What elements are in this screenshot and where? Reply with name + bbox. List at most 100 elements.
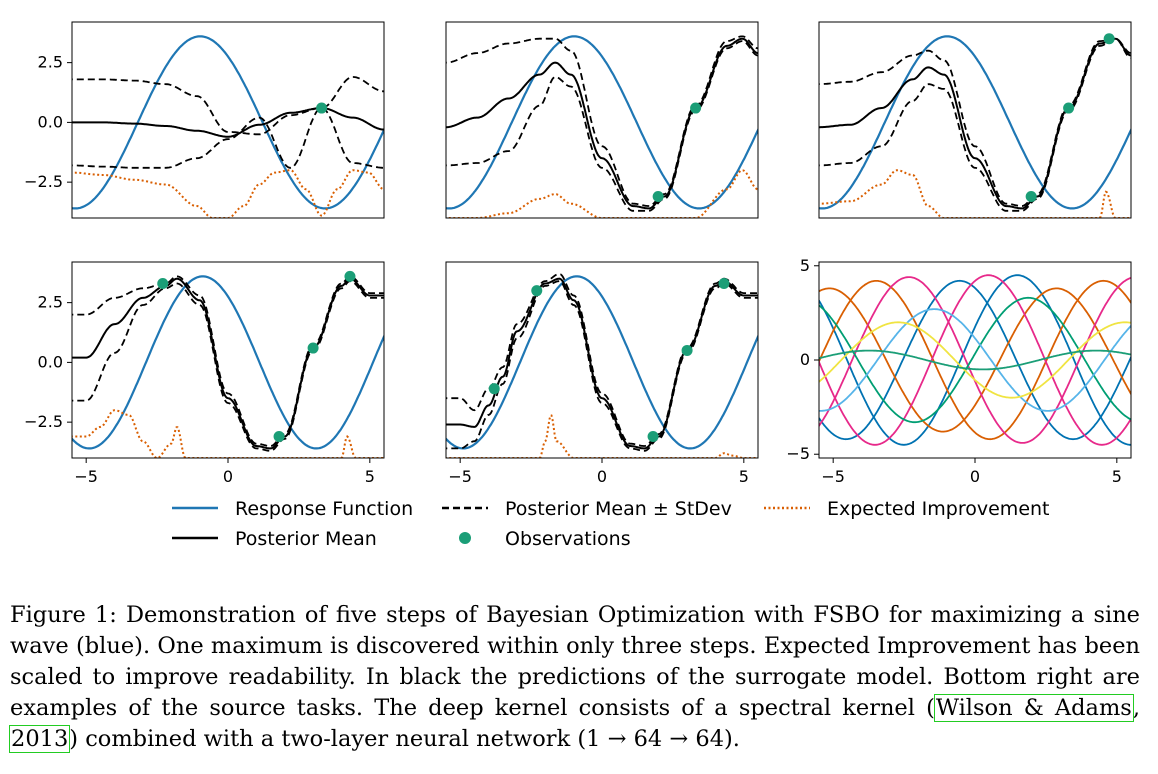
observation-point	[690, 102, 702, 114]
observation-point	[647, 430, 659, 442]
expected-improvement-line	[446, 414, 758, 458]
observation-point	[307, 342, 319, 354]
plot-area	[446, 273, 758, 458]
legend-label: Expected Improvement	[827, 498, 1050, 520]
posterior-stdev-lower-line	[819, 37, 1131, 212]
chart-panel-4: 2.5 0.0 −2.5 −5 0 5	[24, 261, 385, 486]
chart-panel-5: −5 0 5	[445, 261, 759, 486]
y-tick-label: 0.0	[38, 352, 63, 371]
citation-link-year[interactable]: 2013	[8, 725, 71, 753]
legend-label: Observations	[505, 528, 631, 550]
legend-marker	[459, 532, 471, 544]
source-task-line-2	[819, 279, 1131, 441]
legend-item: Response Function	[172, 498, 413, 520]
x-tick-label: 5	[365, 467, 375, 486]
legend-label: Posterior Mean ± StDev	[505, 498, 732, 520]
y-tick-label: 5	[800, 256, 810, 275]
chart-panel-1: 2.5 0.0 −2.5	[24, 21, 385, 219]
posterior-stdev-lower-line	[72, 280, 384, 452]
y-tick-label: 0.0	[38, 112, 63, 131]
x-tick-label: 0	[597, 467, 607, 486]
observation-point	[488, 383, 500, 395]
plot-area	[819, 33, 1131, 218]
response-function-line	[446, 35, 758, 210]
source-task-line-4	[819, 274, 1131, 446]
observation-point	[273, 430, 285, 442]
plot-area	[819, 274, 1131, 446]
caption-text-part1: Figure 1: Demonstration of five steps of…	[10, 602, 1140, 721]
figure-caption: Figure 1: Demonstration of five steps of…	[8, 600, 1140, 755]
source-task-line-5	[819, 276, 1131, 444]
posterior-stdev-upper-line	[72, 76, 384, 136]
posterior-stdev-lower-line	[446, 280, 758, 452]
posterior-mean-line	[72, 277, 384, 450]
source-task-line-3	[819, 287, 1131, 433]
y-tick-label: −5	[786, 444, 810, 463]
posterior-stdev-upper-line	[446, 273, 758, 447]
citation-link-authors[interactable]: Wilson & Adams	[933, 694, 1134, 722]
observation-point	[1063, 102, 1075, 114]
x-tick-label: 5	[1112, 467, 1122, 486]
caption-text-part2: ) combined with a two-layer neural netwo…	[69, 726, 740, 752]
chart-panel-3	[818, 21, 1132, 219]
legend-item: Posterior Mean ± StDev	[442, 498, 732, 520]
source-task-line-8	[819, 321, 1131, 399]
posterior-stdev-lower-line	[446, 40, 758, 212]
figure-legend: Response Function Posterior Mean ± StDev E…	[172, 498, 1050, 550]
source-task-line-6	[819, 296, 1131, 424]
axes-frame	[818, 21, 1132, 219]
expected-improvement-line	[72, 409, 384, 458]
plot-area	[446, 35, 758, 218]
posterior-mean-line	[446, 37, 758, 210]
posterior-stdev-lower-line	[72, 107, 384, 169]
source-task-line-0	[819, 274, 1131, 446]
axes-frame	[71, 21, 385, 219]
legend-item: Expected Improvement	[764, 498, 1050, 520]
observation-point	[652, 190, 664, 202]
x-tick-label: −5	[74, 467, 98, 486]
observation-point	[344, 270, 356, 282]
posterior-mean-line	[446, 277, 758, 450]
x-tick-label: 0	[970, 467, 980, 486]
expected-improvement-line	[446, 169, 758, 218]
observation-point	[1025, 190, 1037, 202]
observation-point	[531, 285, 543, 297]
x-tick-label: 5	[739, 467, 749, 486]
citation-separator: ,	[1132, 695, 1140, 721]
posterior-stdev-upper-line	[819, 37, 1131, 207]
expected-improvement-line	[819, 169, 1131, 218]
legend-label: Posterior Mean	[235, 528, 377, 550]
posterior-stdev-upper-line	[72, 275, 384, 447]
legend-label: Response Function	[235, 498, 413, 520]
response-function-line	[72, 275, 384, 450]
posterior-mean-line	[72, 106, 384, 138]
y-tick-label: 2.5	[38, 293, 63, 312]
source-task-line-9	[819, 349, 1131, 371]
plot-area	[72, 270, 384, 458]
y-tick-label: −2.5	[24, 412, 63, 431]
y-tick-label: 0	[800, 350, 810, 369]
x-tick-label: −5	[448, 467, 472, 486]
observation-point	[157, 278, 169, 290]
chart-panel-6: 5 0 −5 −5 0 5	[786, 256, 1132, 486]
posterior-stdev-upper-line	[446, 35, 758, 207]
plot-area	[72, 35, 384, 218]
figure-panels: 2.5 0.0 −2.5 2.5 0.0 −2.5 −5 0 5 −5 0 5 5 0 −5 −5 0 5 Res…	[24, 21, 1132, 550]
y-tick-label: 2.5	[38, 53, 63, 72]
response-function-line	[819, 35, 1131, 210]
observation-point	[718, 278, 730, 290]
response-function-line	[72, 35, 384, 210]
source-task-line-1	[819, 279, 1131, 441]
expected-improvement-line	[72, 169, 384, 218]
legend-item: Observations	[459, 528, 631, 550]
x-tick-label: 0	[223, 467, 233, 486]
legend-item: Posterior Mean	[172, 528, 377, 550]
observation-point	[316, 102, 328, 114]
axes-frame	[445, 21, 759, 219]
response-function-line	[446, 275, 758, 450]
x-tick-label: −5	[821, 467, 845, 486]
observation-point	[681, 344, 693, 356]
y-tick-label: −2.5	[24, 172, 63, 191]
source-task-line-7	[819, 308, 1131, 412]
observation-point	[1103, 33, 1115, 45]
